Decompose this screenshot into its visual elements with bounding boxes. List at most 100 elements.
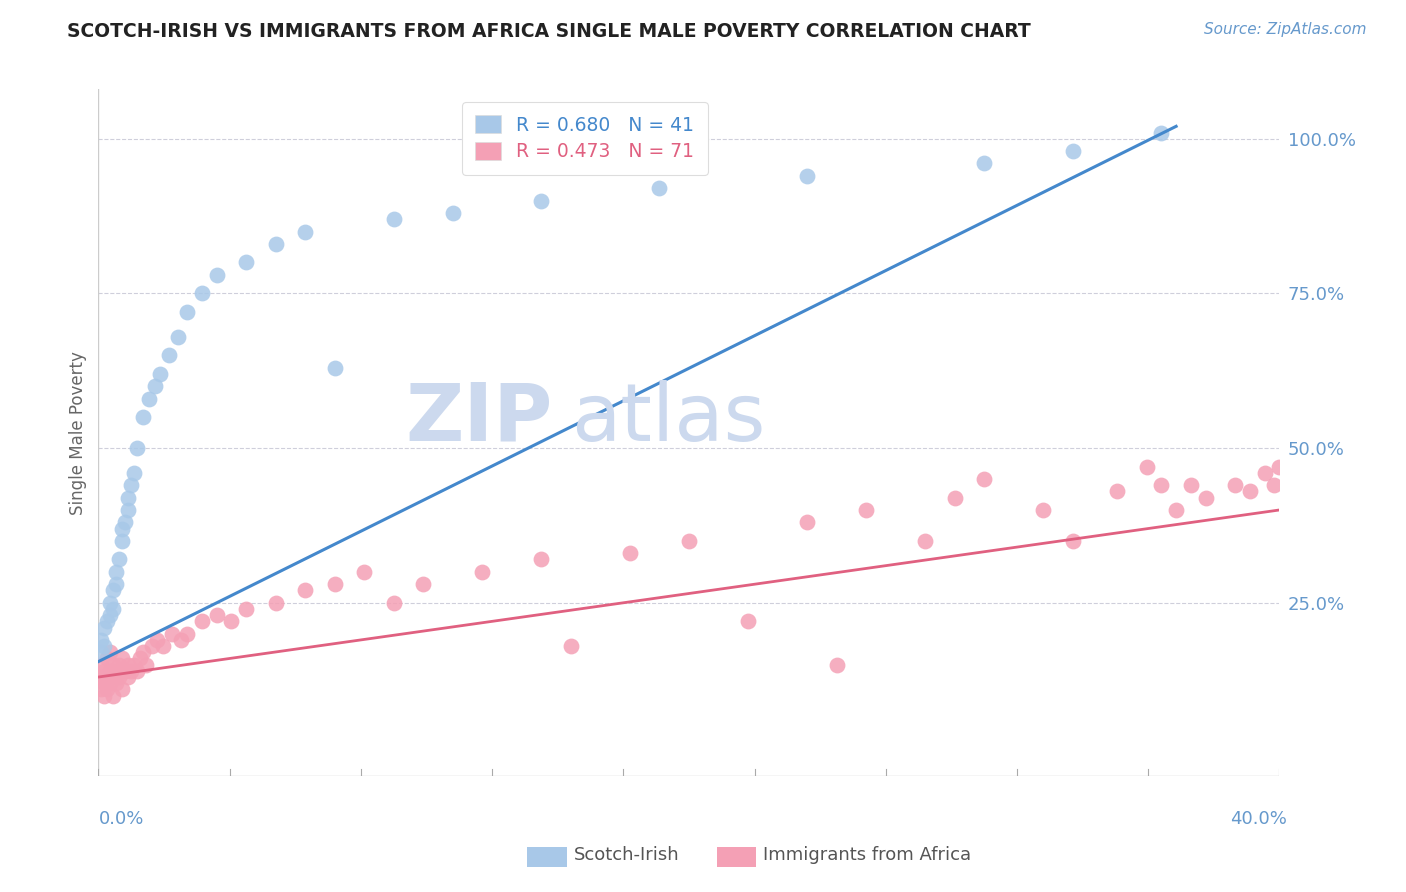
Point (111, 533, 134, 548)
Point (93, 676, 115, 690)
Point (648, 181, 671, 195)
Text: Source: ZipAtlas.com: Source: ZipAtlas.com (1204, 22, 1367, 37)
Text: Scotch-Irish: Scotch-Irish (574, 846, 679, 863)
Point (855, 503, 877, 517)
Y-axis label: Single Male Poverty: Single Male Poverty (69, 351, 87, 515)
Point (1150, 126, 1173, 140)
Point (157, 348, 180, 362)
Point (1254, 466, 1277, 480)
Point (973, 472, 995, 486)
Point (98, 608, 121, 623)
Point (105, 565, 128, 579)
Point (111, 522, 134, 536)
Text: 0.0%: 0.0% (98, 810, 143, 828)
Point (103, 657, 125, 672)
Point (93, 621, 115, 635)
Point (103, 583, 125, 598)
Point (122, 657, 145, 672)
Point (143, 379, 166, 393)
Point (90, 670, 112, 684)
Point (191, 615, 214, 629)
Point (117, 491, 139, 505)
Point (1239, 484, 1261, 499)
Point (90, 632, 112, 647)
Point (619, 546, 641, 560)
Point (441, 206, 464, 220)
Point (132, 410, 155, 425)
Point (90, 657, 112, 672)
Point (103, 670, 125, 684)
Point (205, 608, 228, 623)
Point (1062, 533, 1084, 548)
Point (93, 689, 115, 703)
Point (796, 516, 818, 530)
Point (149, 367, 172, 381)
Point (152, 639, 174, 653)
Point (323, 577, 346, 591)
Point (93, 639, 115, 653)
Point (1263, 478, 1285, 492)
Point (111, 682, 134, 697)
Point (205, 268, 228, 282)
Point (103, 602, 125, 616)
Text: ZIP: ZIP (406, 380, 553, 458)
Point (105, 676, 128, 690)
Point (678, 533, 700, 548)
Point (1150, 478, 1173, 492)
Point (117, 670, 139, 684)
Point (108, 670, 131, 684)
Point (1135, 459, 1157, 474)
Point (219, 615, 242, 629)
Point (114, 664, 136, 678)
Point (353, 565, 375, 579)
Point (1105, 484, 1128, 499)
Point (1164, 503, 1187, 517)
Point (105, 664, 128, 678)
Point (176, 626, 198, 640)
Point (90, 682, 112, 697)
Point (560, 639, 582, 653)
Text: Immigrants from Africa: Immigrants from Africa (763, 846, 972, 863)
Text: atlas: atlas (571, 380, 765, 458)
Point (96, 682, 118, 697)
Point (162, 626, 183, 640)
Point (1195, 491, 1218, 505)
Point (135, 657, 157, 672)
Point (382, 596, 405, 610)
Point (128, 651, 150, 665)
Point (264, 236, 287, 251)
Point (530, 552, 553, 566)
Point (111, 651, 134, 665)
Point (943, 491, 966, 505)
Point (825, 657, 848, 672)
Point (176, 305, 198, 319)
Point (114, 516, 136, 530)
Point (1062, 144, 1084, 158)
Point (105, 577, 128, 591)
Point (191, 286, 214, 301)
Point (98, 596, 121, 610)
Point (96, 651, 118, 665)
Point (235, 255, 257, 269)
Point (323, 360, 346, 375)
Point (1180, 478, 1202, 492)
Point (294, 583, 316, 598)
Point (125, 664, 148, 678)
Text: SCOTCH-IRISH VS IMMIGRANTS FROM AFRICA SINGLE MALE POVERTY CORRELATION CHART: SCOTCH-IRISH VS IMMIGRANTS FROM AFRICA S… (67, 22, 1031, 41)
Point (167, 329, 190, 343)
Point (96, 670, 118, 684)
Point (125, 441, 148, 455)
Point (117, 657, 139, 672)
Point (1223, 478, 1246, 492)
Point (138, 392, 160, 406)
Point (117, 503, 139, 517)
Text: 40.0%: 40.0% (1230, 810, 1286, 828)
Point (530, 194, 553, 208)
Point (98, 676, 121, 690)
Point (120, 664, 142, 678)
Point (108, 657, 131, 672)
Point (120, 478, 142, 492)
Point (973, 156, 995, 170)
Point (170, 632, 193, 647)
Point (96, 615, 118, 629)
